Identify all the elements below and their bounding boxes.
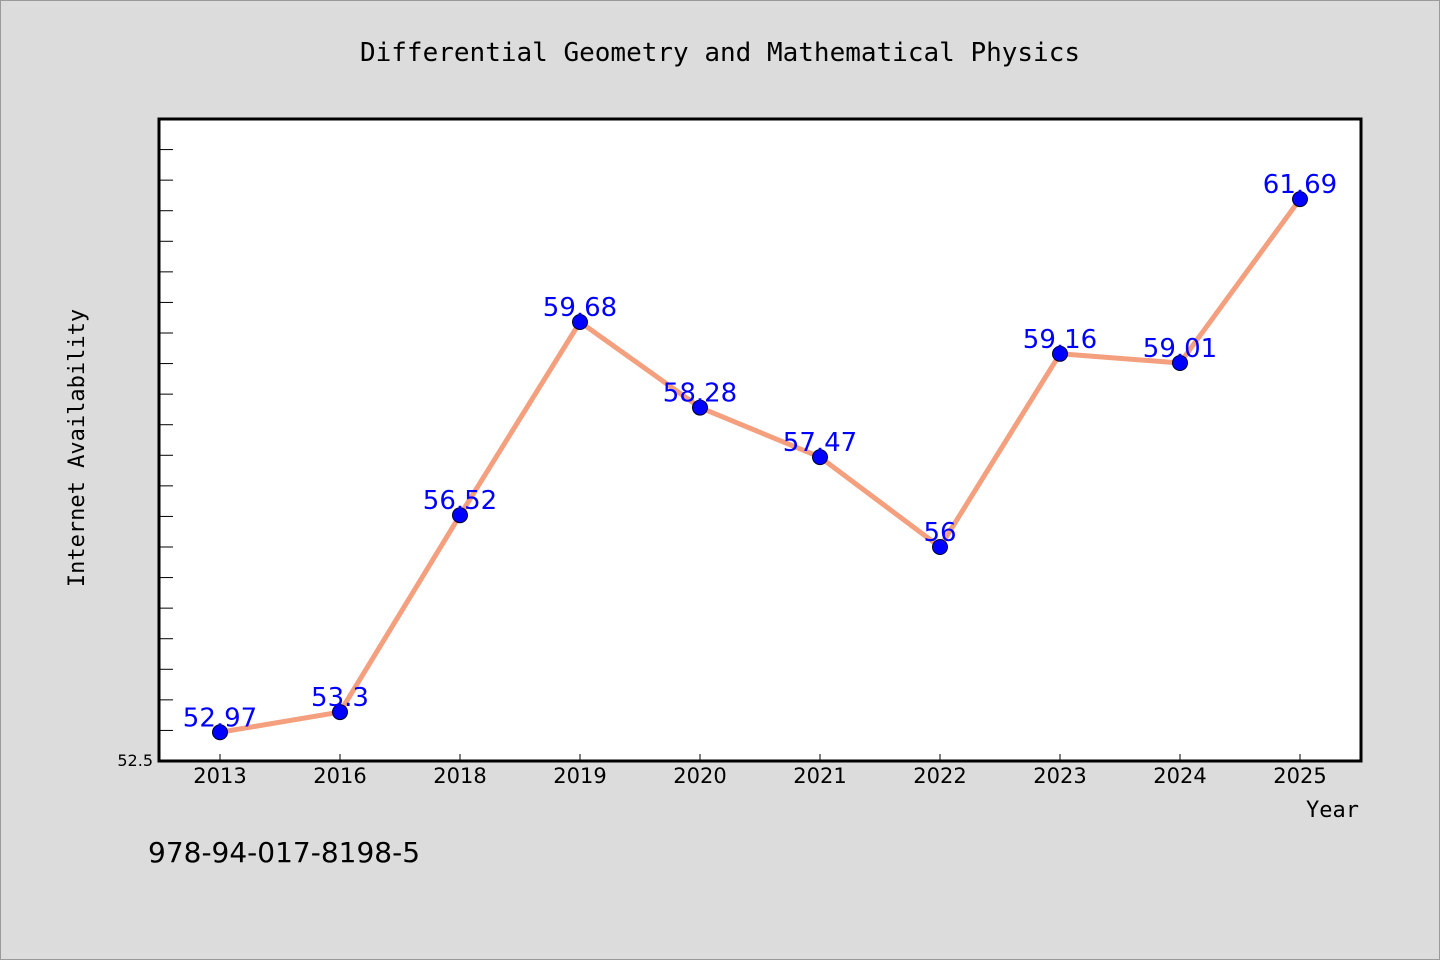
y-axis-minor-ticks bbox=[159, 149, 173, 731]
data-label: 59.16 bbox=[1023, 325, 1097, 355]
data-point bbox=[692, 399, 708, 416]
data-point bbox=[1052, 345, 1068, 362]
data-labels: 52.97 53.3 56.52 59.68 58.28 57.47 56 59.16 59.0… bbox=[183, 170, 1337, 733]
data-point bbox=[1172, 354, 1188, 371]
data-point bbox=[1292, 191, 1308, 208]
data-point bbox=[572, 313, 588, 330]
x-tick-label: 2018 bbox=[433, 764, 486, 788]
data-label: 52.97 bbox=[183, 703, 257, 733]
x-tick-label: 2022 bbox=[913, 764, 966, 788]
data-point bbox=[212, 724, 228, 741]
x-tick-label: 2021 bbox=[793, 764, 846, 788]
x-axis-label: Year bbox=[1306, 798, 1359, 823]
chart-title: Differential Geometry and Mathematical P… bbox=[360, 38, 1080, 68]
x-tick-label: 2013 bbox=[193, 764, 246, 788]
series-markers bbox=[212, 191, 1308, 741]
x-tick-label: 2020 bbox=[673, 764, 726, 788]
x-tick-label: 2019 bbox=[553, 764, 606, 788]
y-axis-label: Internet Availability bbox=[65, 309, 90, 587]
y-tick-label: 52.5 bbox=[117, 751, 153, 770]
data-label: 58.28 bbox=[663, 379, 737, 409]
x-tick-labels: 2013 2016 2018 2019 2020 2021 2022 2023 2024 2025 bbox=[193, 764, 1326, 788]
footer-isbn: 978-94-017-8198-5 bbox=[148, 836, 420, 869]
x-tick-label: 2016 bbox=[313, 764, 366, 788]
x-axis-ticks bbox=[219, 754, 1301, 761]
x-tick-label: 2025 bbox=[1273, 764, 1326, 788]
data-point bbox=[332, 704, 348, 721]
x-tick-label: 2024 bbox=[1153, 764, 1206, 788]
data-label: 56.52 bbox=[423, 486, 497, 516]
plot-area bbox=[157, 117, 1363, 763]
data-label: 59.68 bbox=[543, 293, 617, 323]
data-label: 59.01 bbox=[1143, 334, 1217, 364]
data-point bbox=[812, 449, 828, 466]
series-line bbox=[217, 196, 1303, 735]
data-point bbox=[932, 539, 948, 555]
x-tick-label: 2023 bbox=[1033, 764, 1086, 788]
data-point bbox=[452, 507, 468, 524]
data-label: 57.47 bbox=[783, 428, 857, 458]
data-label: 61.69 bbox=[1263, 170, 1337, 200]
data-label: 53.3 bbox=[311, 683, 369, 713]
data-label: 56 bbox=[923, 518, 956, 548]
